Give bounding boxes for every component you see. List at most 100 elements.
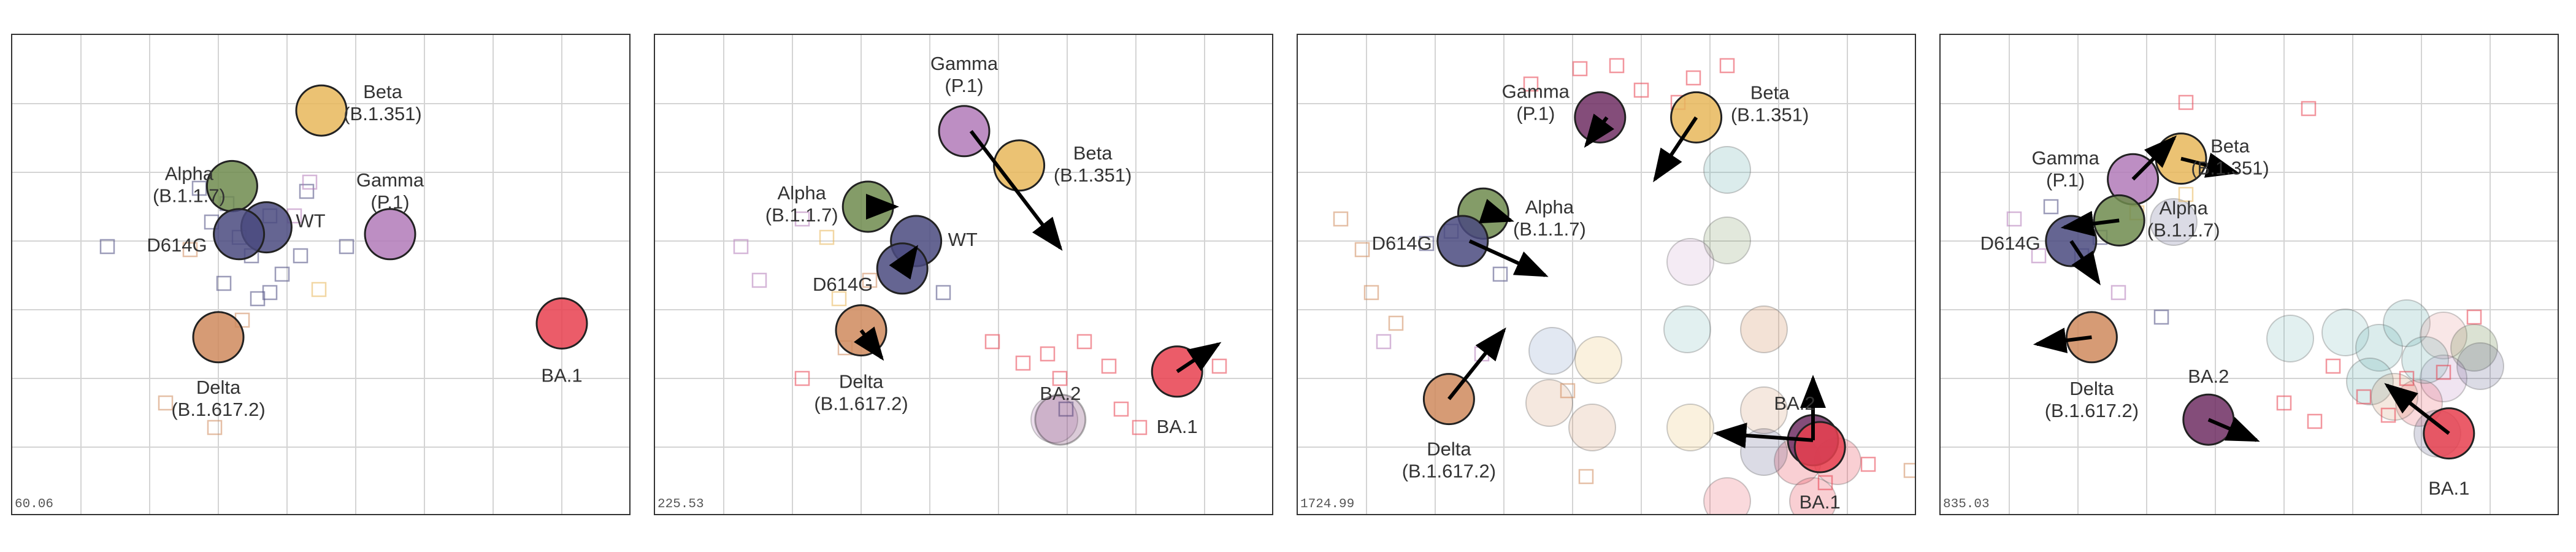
antigen-label-delta: Delta (B.1.617.2) <box>814 371 908 415</box>
background-points <box>733 211 1227 443</box>
antigen-label-d614g: D614G <box>1372 232 1432 254</box>
serum-point <box>2301 101 2317 117</box>
antigen-labels: Beta (B.1.351) Gamma (P.1) Alpha (B.1.1.7) D61… <box>1980 136 2470 499</box>
serum-point <box>182 242 198 258</box>
antigen-label-beta: Beta (B.1.351) <box>1054 142 1132 186</box>
faded-antigen-point <box>1703 217 1751 264</box>
faded-antigen-point <box>1663 305 1711 353</box>
faded-antigen-point <box>1666 238 1714 286</box>
antigen-label-ba1: BA.1 <box>541 364 582 386</box>
serum-point <box>1058 401 1074 417</box>
serum-point <box>733 239 749 255</box>
antigen-label-ba2: BA.2 <box>1040 383 1081 404</box>
faded-antigen-point <box>2321 309 2369 356</box>
serum-point <box>2043 199 2059 215</box>
serum-point <box>819 229 835 245</box>
antigen-point-d614g <box>1436 215 1489 267</box>
movement-arrow <box>2180 152 2240 178</box>
antigen-point-beta <box>295 84 348 137</box>
serum-point <box>1719 58 1735 74</box>
serum-point <box>216 275 232 291</box>
antigen-label-beta: Beta (B.1.351) <box>343 81 422 125</box>
map-canvas: Gamma (P.1) Beta (B.1.351) Alpha (B.1.1.7) WT D… <box>655 35 1272 514</box>
serum-point <box>1333 211 1349 227</box>
antigen-label-alpha: Alpha (B.1.1.7) <box>2147 197 2220 240</box>
serum-point <box>2006 211 2022 227</box>
serum-point <box>2276 395 2292 411</box>
faded-antigen-point <box>1703 477 1751 514</box>
serum-point <box>311 282 327 297</box>
serum-point <box>1376 334 1392 350</box>
serum-point <box>1101 358 1117 374</box>
antigen-point-d614g <box>876 242 929 295</box>
antigen-labels: Gamma (P.1) Beta (B.1.351) Alpha (B.1.1.7) WT D… <box>765 53 1198 437</box>
corner-stress-value: 835.03 <box>1943 497 1990 512</box>
serum-point <box>1354 242 1370 258</box>
movement-arrows <box>1447 113 1826 448</box>
antigen-point-ba1 <box>1793 421 1846 473</box>
serum-point <box>794 370 810 386</box>
antigen-points <box>192 84 588 364</box>
serum-point <box>2178 94 2194 110</box>
antigen-label-d614g: D614G <box>1980 232 2041 254</box>
faded-antigen-point <box>1528 327 1576 375</box>
serum-point <box>1363 285 1379 301</box>
faded-antigen-point <box>1740 386 1788 434</box>
antigen-label-gamma: Gamma (P.1) <box>2031 147 2099 191</box>
corner-stress-value: 1724.99 <box>1300 497 1355 512</box>
serum-point <box>1040 346 1056 362</box>
antigen-point-ba2 <box>1034 393 1087 446</box>
serum-point <box>1903 462 1915 478</box>
serum-point <box>2307 413 2323 429</box>
serum-point <box>158 395 174 411</box>
grid-lines <box>655 35 1272 514</box>
movement-arrow <box>2033 328 2092 353</box>
serum-point <box>1633 82 1649 98</box>
antigen-label-delta: Delta (B.1.617.2) <box>171 377 265 420</box>
serum-point <box>1076 334 1092 350</box>
antigen-labels: Beta (B.1.351) Alpha (B.1.1.7) Gamma (P.1) WT D… <box>147 81 582 420</box>
antigen-label-wt: WT <box>948 229 978 250</box>
antigen-label-ba2: BA.2 <box>1774 393 1815 414</box>
antigen-label-gamma: Gamma (P.1) <box>930 53 999 96</box>
serum-point <box>250 291 266 307</box>
faded-antigen-point <box>1789 477 1837 514</box>
serum-point <box>1860 456 1876 472</box>
faded-antigen-point <box>2355 324 2403 372</box>
antigen-label-alpha: Alpha (B.1.1.7) <box>1513 196 1586 240</box>
antigen-label-gamma: Gamma (P.1) <box>1502 80 1570 124</box>
antigen-point-delta <box>1422 373 1475 426</box>
faded-antigen-point <box>1574 336 1622 384</box>
movement-arrow <box>1653 116 1698 183</box>
antigen-label-delta: Delta (B.1.617.2) <box>2045 378 2139 421</box>
serum-point <box>99 239 115 255</box>
serum-point <box>1492 266 1508 282</box>
antigen-label-delta: Delta (B.1.617.2) <box>1402 439 1496 482</box>
movement-arrow <box>969 129 1063 251</box>
faded-antigen-point <box>1703 146 1751 194</box>
antigen-point-ba1 <box>535 297 588 350</box>
antigen-point-delta <box>835 304 887 357</box>
corner-stress-value: 225.53 <box>657 497 704 512</box>
antigen-label-ba1: BA.1 <box>1157 416 1198 437</box>
faded-antigen-point <box>2383 299 2431 347</box>
antigen-label-ba2: BA.2 <box>2188 366 2229 387</box>
background-points <box>1333 58 1915 514</box>
serum-point <box>274 266 290 282</box>
serum-point <box>1052 370 1068 386</box>
serum-point <box>1113 401 1129 417</box>
movement-arrow <box>1584 113 1614 148</box>
serum-point <box>207 420 223 435</box>
serum-point <box>831 291 847 307</box>
antigen-point-ba1 <box>2423 407 2475 460</box>
serum-point <box>2466 309 2482 325</box>
serum-point <box>1817 475 1833 491</box>
serum-point <box>935 285 951 301</box>
movement-arrow <box>1447 327 1506 401</box>
grid-lines <box>12 35 629 514</box>
map-panel-1: Beta (B.1.351) Alpha (B.1.1.7) Gamma (P.1) WT D… <box>11 34 631 515</box>
faded-antigen-point <box>1525 379 1573 427</box>
serum-point <box>2356 389 2372 405</box>
antigen-point-gamma <box>938 105 991 158</box>
serum-point <box>984 334 1000 350</box>
